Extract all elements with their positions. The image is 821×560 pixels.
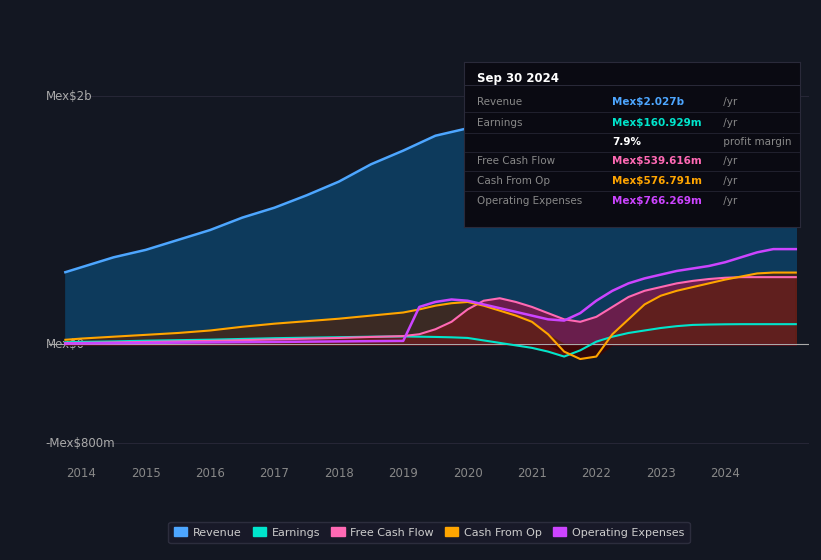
Text: Mex$160.929m: Mex$160.929m: [612, 118, 702, 128]
Text: /yr: /yr: [720, 97, 737, 107]
Text: Free Cash Flow: Free Cash Flow: [477, 156, 556, 166]
Text: /yr: /yr: [720, 196, 737, 206]
Text: 7.9%: 7.9%: [612, 137, 641, 147]
Text: Mex$2.027b: Mex$2.027b: [612, 97, 684, 107]
Text: Revenue: Revenue: [477, 97, 522, 107]
Text: Mex$539.616m: Mex$539.616m: [612, 156, 702, 166]
Text: /yr: /yr: [720, 176, 737, 186]
Text: Mex$0: Mex$0: [45, 338, 85, 351]
Text: Mex$766.269m: Mex$766.269m: [612, 196, 702, 206]
Text: profit margin: profit margin: [720, 137, 791, 147]
Text: /yr: /yr: [720, 118, 737, 128]
Text: /yr: /yr: [720, 156, 737, 166]
Legend: Revenue, Earnings, Free Cash Flow, Cash From Op, Operating Expenses: Revenue, Earnings, Free Cash Flow, Cash …: [168, 521, 690, 543]
Text: Earnings: Earnings: [477, 118, 523, 128]
Text: -Mex$800m: -Mex$800m: [45, 437, 115, 450]
Text: Cash From Op: Cash From Op: [477, 176, 550, 186]
Text: Mex$2b: Mex$2b: [45, 90, 92, 102]
Text: Mex$576.791m: Mex$576.791m: [612, 176, 702, 186]
Text: Sep 30 2024: Sep 30 2024: [477, 72, 559, 85]
Text: Operating Expenses: Operating Expenses: [477, 196, 583, 206]
